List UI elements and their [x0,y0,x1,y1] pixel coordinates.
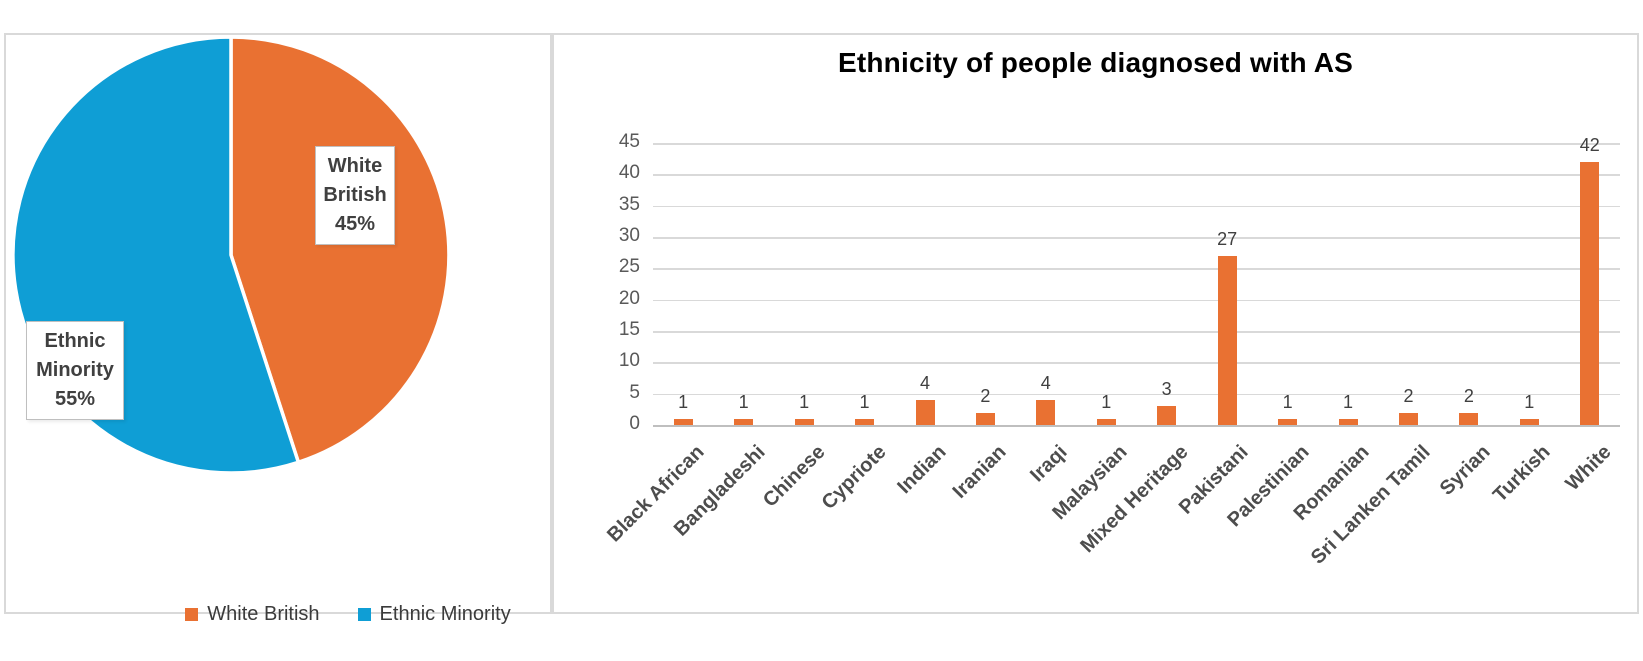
bar-iranian[interactable] [975,412,995,425]
bar-value-label-mixed-heritage: 3 [1161,379,1172,400]
bar-chart-title: Ethnicity of people diagnosed with AS [837,47,1354,78]
pie-callout-line: Minority [36,359,114,381]
pie-chart-panel[interactable]: White British 45% Ethnic Minority 55% Wh… [4,33,552,625]
bar-pakistani[interactable] [1217,255,1237,425]
gridline-40 [653,174,1620,176]
bar-palestinian[interactable] [1278,418,1298,425]
bar-turkish[interactable] [1519,418,1539,425]
bar-mixed-heritage[interactable] [1157,406,1177,425]
bar-syrian[interactable] [1459,412,1479,425]
pie-callout-white-british: White British 45% [315,146,395,245]
bar-value-label-white: 42 [1579,134,1600,155]
y-tick-label-10: 10 [618,350,640,372]
bar-value-label-chinese: 1 [799,391,810,412]
y-tick-label-25: 25 [618,256,640,278]
bar-value-label-iranian: 2 [980,385,991,406]
legend-swatch-icon [357,608,371,621]
bar-value-label-iraqi: 4 [1040,372,1051,393]
y-tick-label-0: 0 [629,413,640,434]
bar-black-african[interactable] [673,418,693,425]
bar-value-label-pakistani: 27 [1217,228,1238,249]
y-tick-label-45: 45 [618,131,640,152]
legend-swatch-icon [185,608,199,621]
pie-callout-line: British [323,184,387,206]
gridline-30 [653,237,1620,239]
legend-label: White British [207,603,320,625]
gridline-35 [653,205,1620,208]
bar-value-label-malaysian: 1 [1101,391,1112,412]
pie-callout-line: 55% [54,388,96,410]
gridline-10 [653,362,1620,364]
pie-callout-line: 45% [334,213,376,235]
y-tick-label-40: 40 [618,162,640,184]
bar-cypriote[interactable] [855,418,874,425]
bar-romanian[interactable] [1338,418,1358,425]
y-tick-label-30: 30 [618,225,640,246]
pie-callout-line: Ethnic [44,330,106,352]
y-tick-label-35: 35 [618,193,640,215]
bar-value-label-syrian: 2 [1463,385,1474,406]
bar-value-label-palestinian: 1 [1282,391,1293,412]
pie-callout-ethnic-minority: Ethnic Minority 55% [26,321,124,420]
bar-iraqi[interactable] [1036,399,1056,425]
legend-item-white-british[interactable]: White British [185,603,320,626]
gridline-25 [653,268,1620,270]
gridline-15 [653,331,1620,333]
gridline-5 [653,393,1620,396]
bar-value-label-black-african: 1 [678,391,689,412]
pie-legend: White British Ethnic Minority [76,603,620,626]
y-tick-label-15: 15 [618,319,640,340]
gridline-0 [653,425,1620,427]
bar-white[interactable] [1580,161,1600,425]
legend-label: Ethnic Minority [379,603,511,625]
bar-value-label-turkish: 1 [1524,391,1535,412]
y-tick-label-5: 5 [629,381,640,403]
bar-value-label-bangladeshi: 1 [738,391,749,412]
pie-callout-line: White [327,155,383,177]
bar-value-label-sri-lanken-tamil: 2 [1403,385,1414,406]
gridline-45 [653,143,1620,145]
bar-chinese[interactable] [794,418,814,425]
bar-bangladeshi[interactable] [734,418,754,425]
bar-malaysian[interactable] [1096,418,1116,425]
y-tick-label-20: 20 [618,287,640,309]
pie-slice-white-british[interactable] [229,35,451,465]
legend-item-ethnic-minority[interactable]: Ethnic Minority [357,603,511,626]
bar-value-label-indian: 4 [919,372,930,393]
gridline-20 [653,299,1620,302]
bar-chart-panel[interactable]: Ethnicity of people diagnosed with AS 0 5… [552,33,1639,614]
bar-sri-lanken-tamil[interactable] [1399,412,1418,425]
bar-value-label-cypriote: 1 [859,391,870,412]
bar-indian[interactable] [915,399,935,425]
bar-value-label-romanian: 1 [1342,391,1353,412]
